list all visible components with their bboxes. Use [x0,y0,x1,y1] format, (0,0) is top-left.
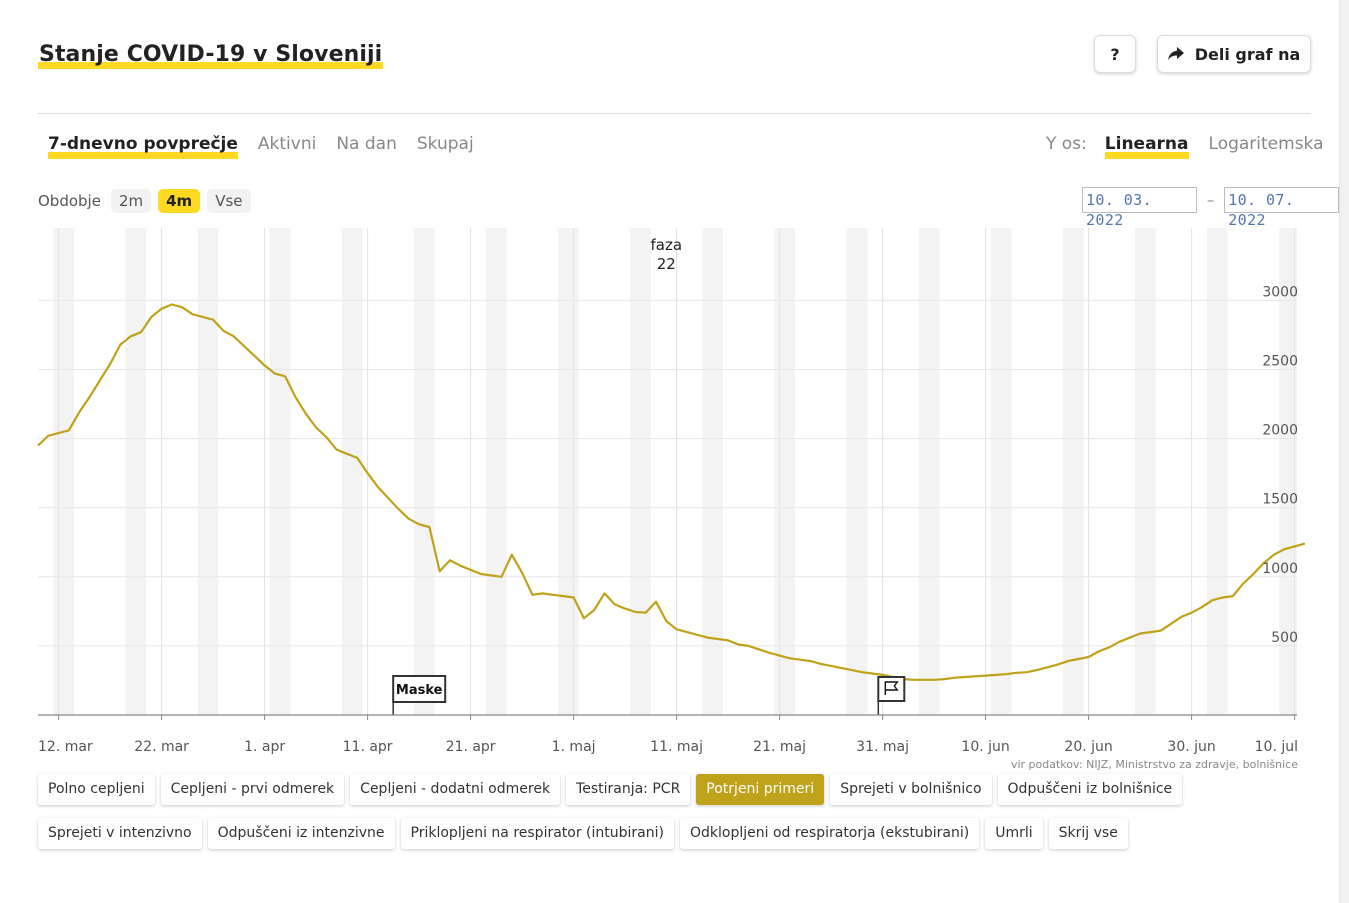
y-tick-label: 1000 [1262,561,1298,577]
phase-number: 22 [657,255,676,273]
x-tick-label: 20. jun [1064,739,1112,755]
help-button[interactable]: ? [1094,35,1136,73]
weekend-band [53,228,75,715]
phase-label: faza [651,236,683,254]
x-tick-label: 10. jul [1255,739,1298,755]
tab-daily[interactable]: Na dan [336,134,397,154]
y-tick-label: 1500 [1262,492,1298,508]
weekend-band [125,228,147,715]
toggle-booster-dose[interactable]: Cepljeni - dodatni odmerek [350,774,561,805]
weekend-bands [53,228,1297,715]
x-tick-label: 1. maj [552,739,596,755]
share-icon [1167,47,1184,60]
period-2m-button[interactable]: 2m [110,189,152,213]
tab-log-scale[interactable]: Logaritemska [1208,134,1324,154]
x-tick-label: 21. apr [446,739,496,755]
y-tick-label: 3000 [1262,284,1298,300]
weekend-band [630,228,651,715]
toggle-hospital-admitted[interactable]: Sprejeti v bolnišnico [830,774,992,805]
x-tick-label: 1. apr [244,739,285,755]
date-from-input[interactable]: 10. 03. 2022 [1082,187,1197,229]
weekend-band [558,228,579,715]
toggle-deceased[interactable]: Umrli [985,818,1043,849]
x-tick-label: 30. jun [1167,739,1215,755]
toggle-confirmed-cases[interactable]: Potrjeni primeri [696,774,825,805]
x-tick-label: 21. maj [753,739,806,755]
axes: 500 1000 1500 2000 2500 3000 12. mar 22. mar 1. … [38,284,1298,755]
period-label: Obdobje [38,192,101,210]
hide-all-button[interactable]: Skrij vse [1048,818,1128,849]
y-tick-label: 500 [1271,630,1298,646]
series [37,303,1306,681]
tab-linear-scale[interactable]: Linearna [1104,133,1189,159]
x-tick-label: 22. mar [134,739,189,755]
period-all-button[interactable]: Vse [207,189,251,213]
date-range-separator: – [1206,191,1215,209]
toggle-intubated[interactable]: Priklopljeni na respirator (intubirani) [400,818,674,849]
x-tick-label: 12. mar [38,739,93,755]
weekend-band [1207,228,1228,715]
y-tick-label: 2500 [1262,354,1298,370]
masks-flag-label: Maske [396,683,443,698]
toggle-icu-admitted[interactable]: Sprejeti v intenzivno [38,818,202,849]
y-tick-label: 2000 [1262,423,1298,439]
period-4m-button[interactable]: 4m [158,189,201,213]
weekend-band [918,228,940,715]
data-source-note: vir podatkov: NIJZ, Ministrstvo za zdrav… [1011,758,1298,771]
share-button[interactable]: Deli graf na [1157,35,1311,73]
tab-7-day-average[interactable]: 7-dnevno povprečje [48,133,238,159]
weekend-band [341,228,363,715]
toggle-icu-discharged[interactable]: Odpuščeni iz intenzivne [207,818,395,849]
series-line-confirmed-cases[interactable] [37,303,1306,681]
period-selector: Obdobje 2m 4m Vse [38,188,251,214]
x-tick-label: 31. maj [856,739,909,755]
date-to-input[interactable]: 10. 07. 2022 [1224,187,1339,229]
toggle-first-dose[interactable]: Cepljeni - prvi odmerek [160,774,345,805]
weekend-band [197,228,219,715]
toggle-extubated[interactable]: Odklopljeni od respiratorja (ekstubirani… [679,818,980,849]
event-flag-box[interactable] [877,676,906,702]
date-range: 10. 03. 2022 – 10. 07. 2022 [1082,187,1339,229]
tab-total[interactable]: Skupaj [416,134,474,154]
weekend-band [1279,228,1297,715]
masks-flag-box[interactable] [392,675,447,703]
toggle-fully-vaccinated[interactable]: Polno cepljeni [38,774,155,805]
series-toggles-row-2: Sprejeti v intenzivno Odpuščeni iz inten… [38,818,1128,849]
toggle-pcr-tests[interactable]: Testiranja: PCR [566,774,691,805]
x-tick-label: 10. jun [961,739,1009,755]
y-axis-scale-tabs: Y os: Linearna Logaritemska [1046,133,1324,159]
weekend-band [486,228,507,715]
weekend-band [1062,228,1084,715]
y-axis-label: Y os: [1046,134,1087,154]
flag-icon [884,681,899,695]
x-tick-label: 11. apr [343,739,393,755]
weekend-band [1135,228,1156,715]
weekend-band [846,228,868,715]
grid [38,228,1297,715]
header-divider [38,113,1311,114]
toggle-hospital-discharged[interactable]: Odpuščeni iz bolnišnice [997,774,1183,805]
weekend-band [269,228,291,715]
share-label: Deli graf na [1194,44,1301,64]
series-toggles-row-1: Polno cepljeni Cepljeni - prvi odmerek C… [38,774,1183,805]
weekend-band [414,228,435,715]
tab-active[interactable]: Aktivni [257,134,317,154]
page-title: Stanje COVID-19 v Sloveniji [38,41,384,69]
weekend-band [990,228,1012,715]
weekend-band [774,228,796,715]
x-tick-label: 11. maj [650,739,703,755]
view-tabs: 7-dnevno povprečje Aktivni Na dan Skupaj [48,133,474,159]
weekend-band [702,228,723,715]
